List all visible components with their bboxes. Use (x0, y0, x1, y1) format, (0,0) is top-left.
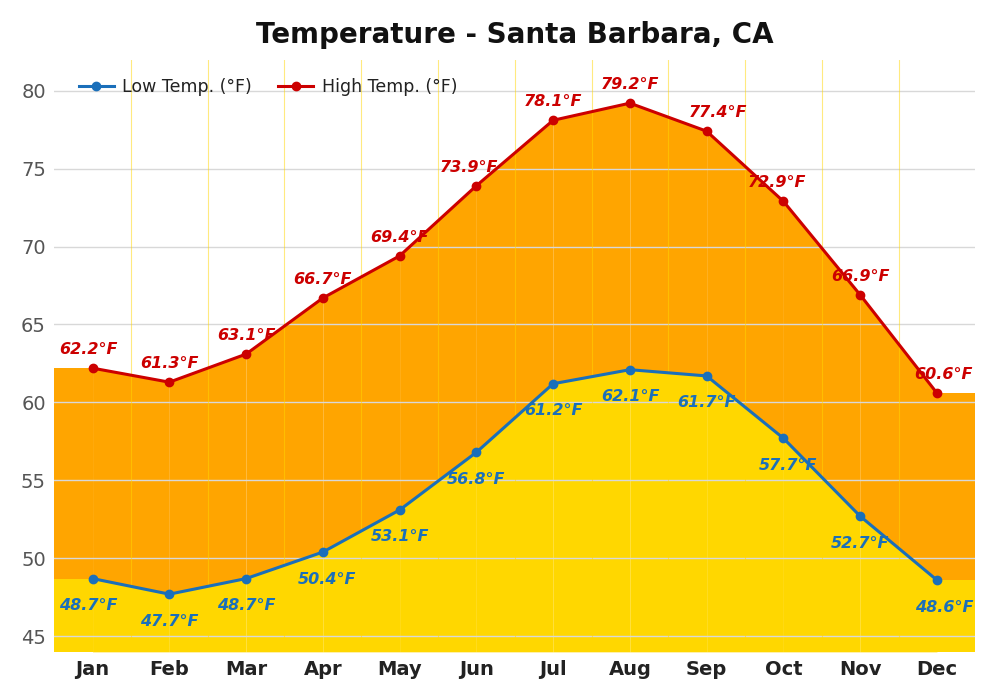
Text: 73.9°F: 73.9°F (440, 160, 499, 174)
Text: 62.2°F: 62.2°F (59, 342, 118, 357)
Text: 57.7°F: 57.7°F (758, 458, 817, 472)
Text: 63.1°F: 63.1°F (217, 328, 275, 343)
Text: 61.3°F: 61.3°F (140, 356, 198, 371)
Text: 61.7°F: 61.7°F (677, 395, 736, 410)
Title: Temperature - Santa Barbara, CA: Temperature - Santa Barbara, CA (256, 21, 774, 49)
Text: 66.9°F: 66.9°F (831, 269, 889, 284)
Text: 50.4°F: 50.4°F (298, 571, 356, 587)
Text: 48.7°F: 48.7°F (59, 598, 118, 613)
Text: 69.4°F: 69.4°F (370, 230, 429, 245)
Text: 77.4°F: 77.4°F (689, 105, 747, 120)
Text: 66.7°F: 66.7°F (294, 272, 352, 287)
Text: 72.9°F: 72.9°F (747, 175, 806, 190)
Legend: Low Temp. (°F), High Temp. (°F): Low Temp. (°F), High Temp. (°F) (72, 71, 464, 103)
Text: 62.1°F: 62.1°F (601, 389, 659, 404)
Text: 52.7°F: 52.7°F (831, 536, 889, 551)
Text: 79.2°F: 79.2°F (601, 77, 659, 92)
Text: 78.1°F: 78.1°F (524, 94, 582, 109)
Text: 60.6°F: 60.6°F (915, 367, 973, 382)
Text: 56.8°F: 56.8°F (447, 472, 506, 486)
Text: 47.7°F: 47.7°F (140, 614, 198, 629)
Text: 53.1°F: 53.1°F (370, 529, 429, 545)
Text: 48.7°F: 48.7°F (217, 598, 275, 613)
Text: 61.2°F: 61.2°F (524, 403, 582, 418)
Text: 48.6°F: 48.6°F (915, 600, 973, 615)
